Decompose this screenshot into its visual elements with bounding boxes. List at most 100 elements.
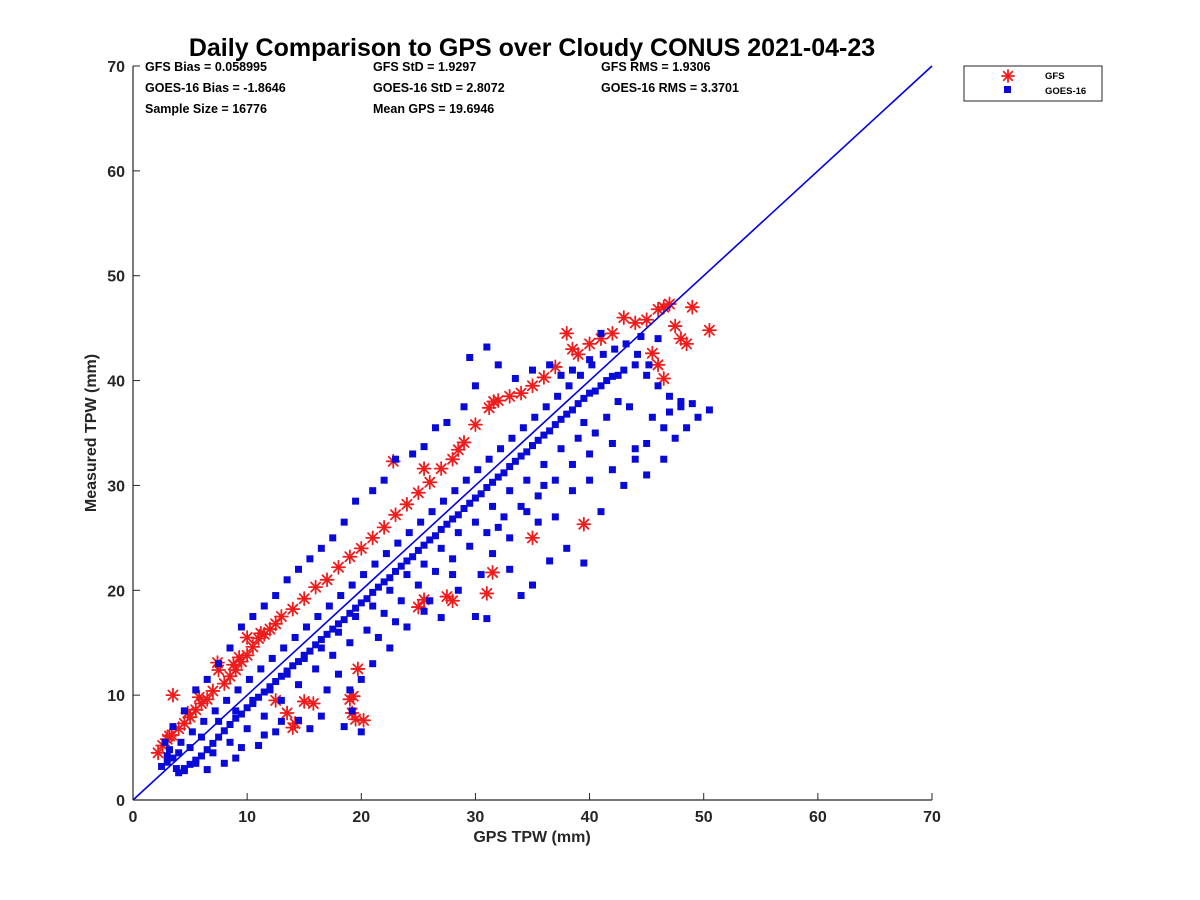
goes16-point xyxy=(237,710,245,718)
gfs-point xyxy=(445,451,461,467)
goes16-point xyxy=(380,609,388,617)
gfs-point xyxy=(285,720,301,736)
gfs-point xyxy=(439,589,455,604)
goes16-point xyxy=(454,511,462,519)
gfs-point xyxy=(616,310,632,326)
goes16-point xyxy=(622,340,630,348)
x-tick-label: 60 xyxy=(809,809,827,826)
stats-block: GFS Bias = 0.058995 GFS StD = 1.9297 GFS… xyxy=(145,60,739,116)
goes16-point xyxy=(203,675,211,683)
goes16-point xyxy=(580,419,588,427)
goes16-point xyxy=(511,457,519,465)
goes16-point xyxy=(417,518,425,526)
goes16-point xyxy=(506,534,514,542)
goes16-point xyxy=(497,445,505,453)
goes16-point xyxy=(603,413,611,421)
goes16-point xyxy=(540,460,548,468)
goes16-point xyxy=(523,476,531,484)
gfs-point xyxy=(525,378,540,394)
goes16-point xyxy=(232,707,240,715)
goes16-point xyxy=(243,725,251,733)
goes16-point xyxy=(477,490,485,498)
gfs-point xyxy=(376,519,392,535)
goes16-point xyxy=(660,455,668,463)
goes16-point xyxy=(620,481,628,489)
gfs-point xyxy=(605,325,620,341)
goes16-point xyxy=(568,406,576,414)
goes16-point xyxy=(272,728,280,736)
goes16-point xyxy=(197,752,205,760)
goes16-point xyxy=(557,445,565,453)
gfs-point xyxy=(502,388,518,404)
goes16-point xyxy=(295,565,303,573)
gfs-point xyxy=(296,591,312,607)
goes16-point xyxy=(325,602,333,610)
goes16-point xyxy=(588,361,596,369)
gfs-point xyxy=(481,400,497,416)
goes16-point xyxy=(300,654,308,662)
goes16-point xyxy=(586,389,594,397)
goes16-point xyxy=(568,460,576,468)
goes16-point xyxy=(608,372,616,380)
gfs-point xyxy=(559,325,575,341)
goes16-point xyxy=(163,758,171,766)
goes16-point xyxy=(397,597,405,605)
goes16-point xyxy=(392,455,400,463)
gfs-point xyxy=(450,442,466,458)
gfs-point xyxy=(582,336,597,352)
chart-title: Daily Comparison to GPS over Cloudy CONU… xyxy=(189,34,875,62)
gfs-point xyxy=(650,357,666,373)
goes16-point xyxy=(534,518,542,526)
goes16-point xyxy=(260,731,268,739)
gfs-point xyxy=(239,630,255,645)
goes16-point xyxy=(437,614,445,622)
goes16-point xyxy=(643,471,651,479)
goes16-point xyxy=(620,366,628,374)
goes16-point xyxy=(374,583,382,591)
goes16-point xyxy=(277,672,285,680)
goes16-point xyxy=(439,497,447,505)
goes16-point xyxy=(576,371,584,379)
goes16-point xyxy=(260,602,268,610)
goes16-point xyxy=(437,525,445,533)
goes16-point xyxy=(394,539,402,547)
goes16-point xyxy=(357,599,365,607)
gfs-point xyxy=(353,540,369,556)
goes16-point xyxy=(483,615,491,623)
gfs-point xyxy=(644,345,660,361)
goes16-point xyxy=(597,508,605,516)
goes16-point xyxy=(551,476,559,484)
goes16-point xyxy=(631,445,639,453)
gfs-point xyxy=(308,579,324,595)
y-axis-label: Measured TPW (mm) xyxy=(83,354,100,512)
goes16-point xyxy=(694,413,702,421)
goes16-point xyxy=(169,723,177,731)
x-tick-label: 0 xyxy=(129,809,138,826)
goes16-point xyxy=(483,343,491,351)
gfs-point xyxy=(285,601,301,617)
goes16-point xyxy=(428,508,436,516)
goes16-point xyxy=(565,382,573,390)
gfs-point xyxy=(253,625,269,641)
goes16-point xyxy=(158,762,166,770)
goes16-point xyxy=(631,455,639,463)
x-axis-ticks: 0 10 20 30 40 50 60 70 xyxy=(129,793,941,826)
goes16-point xyxy=(334,628,342,636)
gfs-point xyxy=(388,507,403,523)
goes16-point xyxy=(215,733,223,741)
gfs-point xyxy=(176,716,192,731)
goes16-point xyxy=(357,728,365,736)
goes16-point xyxy=(586,356,594,364)
gfs-point xyxy=(245,639,261,655)
goes16-point xyxy=(220,759,228,767)
gfs-point xyxy=(216,676,232,692)
legend: GFS GOES-16 xyxy=(963,65,1103,102)
goes16-point xyxy=(500,513,508,521)
gfs-point xyxy=(205,683,221,699)
gfs-point xyxy=(684,299,700,315)
gfs-point xyxy=(513,385,529,401)
gfs-point xyxy=(667,318,683,334)
gfs-point xyxy=(296,694,312,709)
gfs-point xyxy=(536,370,552,385)
